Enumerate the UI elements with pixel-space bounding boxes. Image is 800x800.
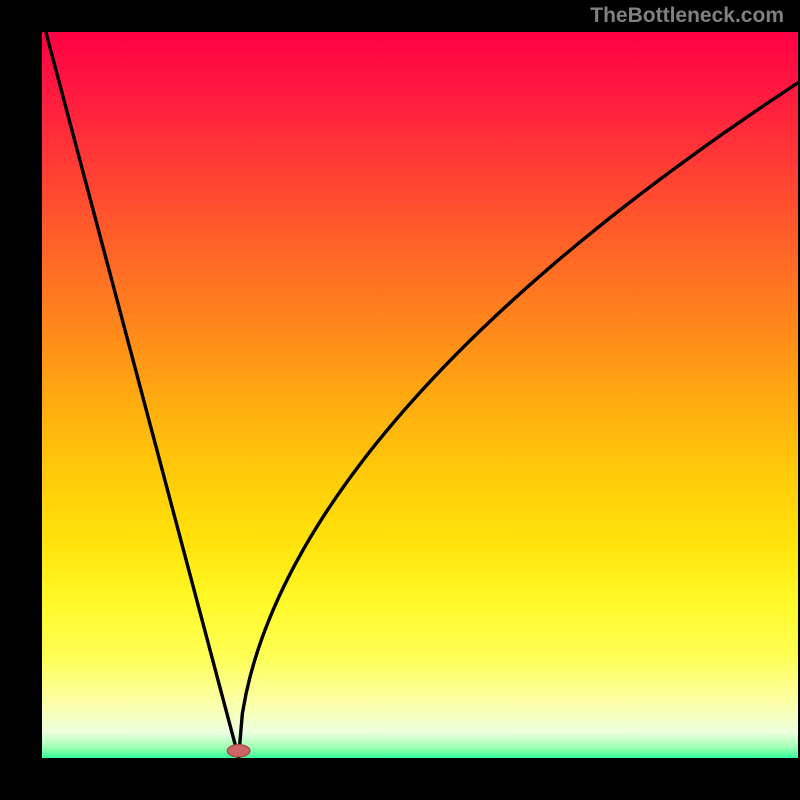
plot-area: [42, 32, 798, 758]
figure: TheBottleneck.com: [0, 0, 800, 800]
chart-background: [42, 32, 798, 758]
chart-svg: [42, 32, 798, 758]
watermark-text: TheBottleneck.com: [590, 4, 784, 28]
notch-marker: [227, 745, 250, 757]
